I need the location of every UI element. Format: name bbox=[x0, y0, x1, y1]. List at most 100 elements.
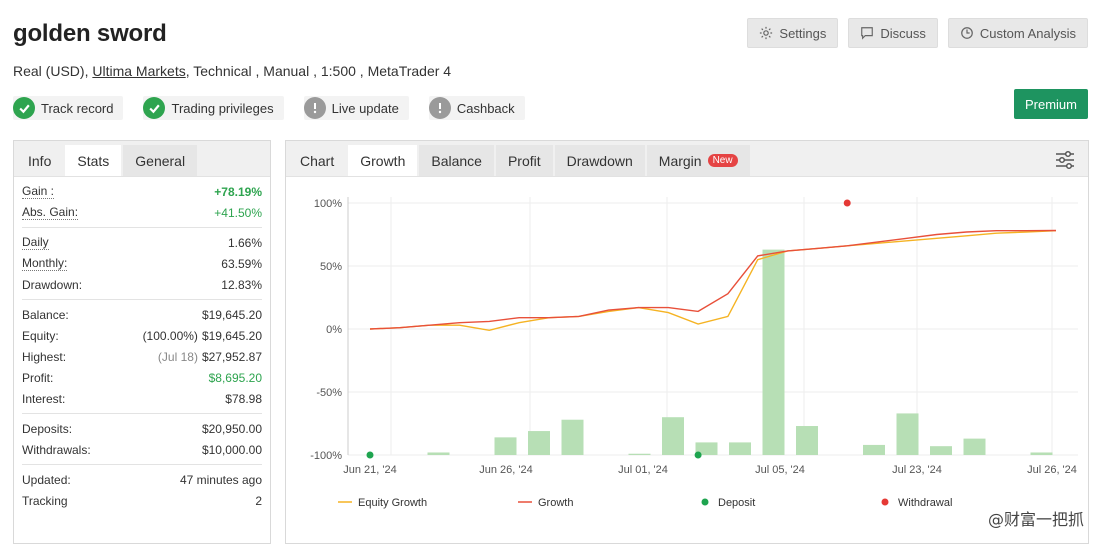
y-tick-label: 0% bbox=[326, 324, 342, 336]
stat-value: $10,000.00 bbox=[201, 442, 262, 457]
badge-track-record[interactable]: Track record bbox=[13, 96, 124, 120]
comment-icon bbox=[861, 27, 874, 40]
daily-bar bbox=[695, 442, 718, 455]
chart-panel: Chart Growth Balance Profit Drawdown Mar… bbox=[285, 140, 1089, 544]
x-tick-label: Jul 23, '24 bbox=[892, 464, 942, 476]
stats-tabs: Info Stats General bbox=[14, 141, 270, 177]
tab-stats[interactable]: Stats bbox=[65, 145, 122, 176]
stat-label: Equity: bbox=[22, 328, 59, 343]
stat-value: 1.66% bbox=[227, 235, 262, 250]
tab-margin[interactable]: Margin New bbox=[646, 145, 750, 176]
stat-label: Balance: bbox=[22, 307, 69, 322]
discuss-button[interactable]: Discuss bbox=[848, 18, 938, 48]
stat-row-daily: Daily 1.66% bbox=[22, 232, 262, 253]
stat-label: Profit: bbox=[22, 370, 54, 385]
legend-withdrawal-swatch bbox=[881, 498, 889, 506]
y-tick-label: 100% bbox=[314, 198, 342, 210]
stat-row-gain: Gain : +78.19% bbox=[22, 181, 262, 202]
stat-row-abs-gain: Abs. Gain: +41.50% bbox=[22, 202, 262, 223]
stat-label[interactable]: Monthly: bbox=[22, 256, 68, 271]
premium-button[interactable]: Premium bbox=[1014, 89, 1088, 119]
stat-row-tracking: Tracking 2 bbox=[22, 490, 262, 511]
tab-growth[interactable]: Growth bbox=[348, 145, 418, 176]
custom-analysis-label: Custom Analysis bbox=[979, 25, 1076, 41]
x-tick-label: Jun 21, '24 bbox=[343, 464, 396, 476]
page-title: golden sword bbox=[13, 20, 167, 47]
stat-value: 2 bbox=[255, 493, 262, 508]
stat-value: $20,950.00 bbox=[201, 421, 262, 436]
daily-bar bbox=[963, 438, 986, 455]
custom-analysis-button[interactable]: Custom Analysis bbox=[947, 18, 1088, 48]
stats-panel: Info Stats General Gain : +78.19% Abs. Ga… bbox=[13, 140, 271, 544]
tab-general[interactable]: General bbox=[123, 145, 198, 176]
tab-info[interactable]: Info bbox=[28, 152, 52, 169]
badge-cashback[interactable]: Cashback bbox=[428, 96, 525, 120]
badge-live-update[interactable]: Live update bbox=[303, 96, 409, 120]
settings-button[interactable]: Settings bbox=[747, 18, 839, 48]
legend-label: Growth bbox=[538, 497, 573, 509]
tab-margin-label: Margin bbox=[658, 152, 702, 169]
clock-icon bbox=[961, 27, 973, 39]
settings-label: Settings bbox=[779, 25, 827, 41]
gear-icon bbox=[760, 26, 773, 40]
y-tick-label: -100% bbox=[310, 450, 342, 462]
daily-bar bbox=[427, 452, 450, 455]
daily-bar bbox=[628, 453, 651, 455]
x-tick-label: Jun 26, '24 bbox=[479, 464, 532, 476]
stat-label[interactable]: Abs. Gain: bbox=[22, 205, 79, 220]
stat-row-drawdown: Drawdown: 12.83% bbox=[22, 274, 262, 295]
y-tick-label: 50% bbox=[320, 261, 342, 273]
badge-label: Live update bbox=[331, 100, 399, 116]
x-tick-label: Jul 26, '24 bbox=[1027, 464, 1077, 476]
stat-label: Drawdown: bbox=[22, 277, 83, 292]
tab-balance[interactable]: Balance bbox=[419, 145, 494, 176]
broker-link[interactable]: Ultima Markets bbox=[92, 63, 186, 79]
stat-label[interactable]: Gain : bbox=[22, 184, 55, 199]
discuss-label: Discuss bbox=[880, 25, 926, 41]
tab-chart[interactable]: Chart bbox=[300, 152, 335, 169]
stat-label: Withdrawals: bbox=[22, 442, 91, 457]
stat-row-deposits: Deposits: $20,950.00 bbox=[22, 418, 262, 439]
exclamation-icon bbox=[428, 97, 451, 119]
stat-label[interactable]: Daily bbox=[22, 235, 49, 250]
new-badge: New bbox=[707, 154, 738, 167]
stat-group-deposits: Deposits: $20,950.00 Withdrawals: $10,000.… bbox=[22, 414, 262, 465]
stat-row-highest: Highest: (Jul 18) $27,952.87 bbox=[22, 346, 262, 367]
stat-note: (Jul 18) bbox=[157, 349, 198, 364]
stat-value: +78.19% bbox=[214, 184, 262, 199]
stats-list: Gain : +78.19% Abs. Gain: +41.50% Daily 1.6… bbox=[14, 177, 270, 515]
tab-profit[interactable]: Profit bbox=[495, 145, 553, 176]
legend-label: Withdrawal bbox=[898, 497, 952, 509]
stat-value: $27,952.87 bbox=[201, 349, 262, 364]
growth-chart: 100% 50% 0% -50% -100%Jun 21, '24 Jun 26, '24… bbox=[310, 197, 1078, 509]
stat-row-updated: Updated: 47 minutes ago bbox=[22, 469, 262, 490]
stat-note: (100.00%) bbox=[142, 328, 198, 343]
legend-deposit-swatch bbox=[701, 498, 709, 506]
stat-row-monthly: Monthly: 63.59% bbox=[22, 253, 262, 274]
daily-bar bbox=[796, 426, 818, 455]
check-icon bbox=[143, 97, 166, 119]
x-tick-label: Jul 01, '24 bbox=[618, 464, 668, 476]
stat-value: 63.59% bbox=[221, 256, 262, 271]
check-icon bbox=[13, 97, 35, 119]
stat-row-withdrawals: Withdrawals: $10,000.00 bbox=[22, 439, 262, 460]
stat-label: Highest: bbox=[22, 349, 67, 364]
status-badges: Track record Trading privileges Live upd… bbox=[13, 96, 525, 120]
badge-trading-privileges[interactable]: Trading privileges bbox=[143, 96, 284, 120]
stat-group-rates: Daily 1.66% Monthly: 63.59% Drawdown: 12.83… bbox=[22, 228, 262, 300]
stat-value: 12.83% bbox=[221, 277, 262, 292]
stat-group-balance: Balance: $19,645.20 Equity: (100.00%) $19,6… bbox=[22, 300, 262, 414]
stat-label: Interest: bbox=[22, 391, 66, 406]
stat-value: $19,645.20 bbox=[201, 307, 262, 322]
daily-bar bbox=[494, 437, 517, 455]
tab-drawdown[interactable]: Drawdown bbox=[554, 145, 645, 176]
sliders-icon[interactable] bbox=[1054, 149, 1076, 171]
stat-label: Tracking bbox=[22, 493, 68, 508]
stat-group-updated: Updated: 47 minutes ago Tracking 2 bbox=[22, 465, 262, 515]
stat-value: $8,695.20 bbox=[208, 370, 262, 385]
exclamation-icon bbox=[303, 97, 326, 119]
daily-bar bbox=[729, 442, 751, 455]
daily-bar bbox=[528, 431, 550, 455]
daily-bar bbox=[1030, 452, 1053, 455]
account-details: , Technical , Manual , 1:500 , MetaTrade… bbox=[185, 63, 452, 79]
